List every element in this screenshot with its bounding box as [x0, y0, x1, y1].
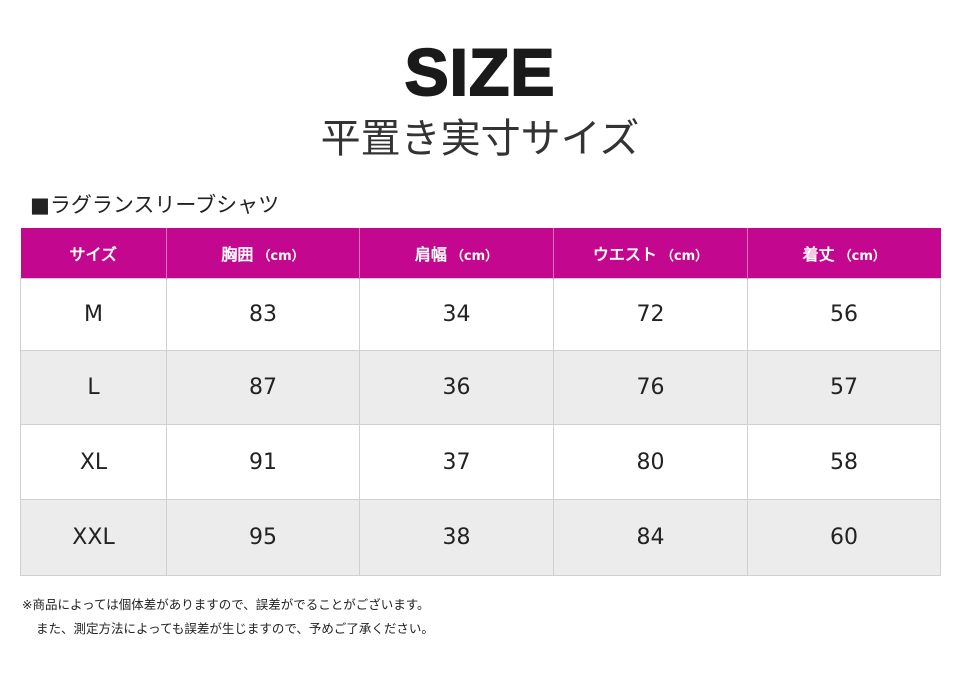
table-cell: 34: [359, 278, 554, 351]
header-row: サイズ 胸囲 （cm） 肩幅 （cm） ウエスト （cm） 着丈 （cm）: [20, 228, 941, 279]
table-cell: 57: [747, 350, 941, 425]
table-cell: XL: [20, 424, 167, 500]
subtitle: 平置き実寸サイズ: [320, 116, 640, 162]
header-cell: 胸囲 （cm）: [166, 228, 360, 279]
section-title: ■ラグランスリーブシャツ: [30, 193, 280, 217]
table-cell: 91: [166, 424, 360, 500]
header-label: 胸囲: [221, 245, 254, 264]
table-cell: 60: [747, 499, 941, 576]
table-cell: M: [20, 278, 167, 351]
header-cell: サイズ: [20, 228, 167, 279]
header-unit: （cm）: [257, 249, 305, 264]
header-unit: （cm）: [450, 249, 499, 264]
header-cell: ウエスト （cm）: [553, 228, 748, 279]
table-body: M 83 34 72 56 L 87 36 76 57 XL 91 37 80 58 XXL 95 38 84 60: [20, 278, 941, 576]
table-row: XXL 95 38 84 60: [20, 499, 941, 576]
table-cell: 80: [553, 424, 748, 500]
header-unit: （cm）: [838, 249, 886, 264]
header-cell: 着丈 （cm）: [747, 228, 941, 279]
header-cell: 肩幅 （cm）: [359, 228, 554, 279]
table-row: XL 91 37 80 58: [20, 424, 941, 500]
header-label: ウエスト: [592, 245, 657, 264]
title: SIZE: [404, 35, 556, 109]
table-cell: 37: [359, 424, 554, 500]
table-cell: XXL: [20, 499, 167, 576]
table-cell: L: [20, 350, 167, 425]
header-label: 肩幅: [414, 245, 447, 264]
table-cell: 72: [553, 278, 748, 351]
size-table: サイズ 胸囲 （cm） 肩幅 （cm） ウエスト （cm） 着丈 （cm） M 83 34 72 56 L…: [20, 228, 941, 576]
header-label: 着丈: [802, 245, 835, 264]
table-cell: 76: [553, 350, 748, 425]
note: ※商品によっては個体差がありますので、誤差がでることがございます。: [22, 597, 430, 612]
table-cell: 58: [747, 424, 941, 500]
table-cell: 87: [166, 350, 360, 425]
table-cell: 56: [747, 278, 941, 351]
table-row: L 87 36 76 57: [20, 350, 941, 425]
table-cell: 38: [359, 499, 554, 576]
table-row: M 83 34 72 56: [20, 278, 941, 351]
header-unit: （cm）: [660, 249, 709, 264]
table-cell: 84: [553, 499, 748, 576]
note: また、測定方法によっても誤差が生じますので、予めご了承ください。: [36, 621, 434, 636]
table-cell: 95: [166, 499, 360, 576]
header-label: サイズ: [69, 245, 118, 264]
table-cell: 83: [166, 278, 360, 351]
table-cell: 36: [359, 350, 554, 425]
